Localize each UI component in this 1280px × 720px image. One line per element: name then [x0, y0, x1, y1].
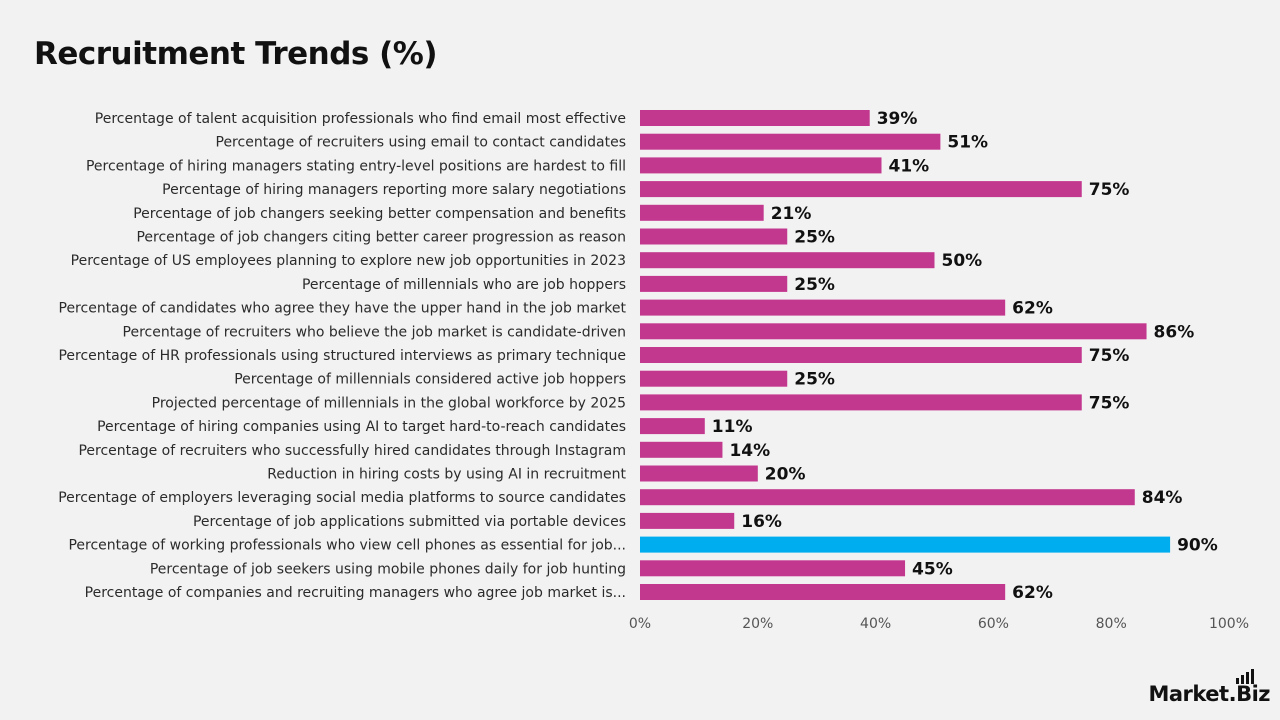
value-label: 90%: [1177, 536, 1218, 556]
brand-text: Market.Biz: [1148, 682, 1270, 706]
value-label: 62%: [1012, 299, 1053, 319]
category-label: Percentage of companies and recruiting m…: [85, 585, 626, 601]
bar: [640, 133, 941, 150]
x-tick-label: 0%: [629, 616, 651, 632]
x-tick-label: 60%: [978, 616, 1009, 632]
value-label: 21%: [771, 204, 812, 224]
category-label: Percentage of job changers seeking bette…: [133, 206, 626, 222]
category-label: Percentage of HR professionals using str…: [58, 348, 626, 364]
value-label: 16%: [741, 512, 782, 532]
value-label: 41%: [888, 156, 929, 176]
value-label: 75%: [1089, 346, 1130, 366]
bar: [640, 370, 788, 387]
value-label: 86%: [1154, 322, 1195, 342]
value-label: 50%: [942, 251, 983, 271]
bar: [640, 465, 758, 482]
x-tick-label: 40%: [860, 616, 891, 632]
bar: [640, 394, 1082, 411]
category-label: Percentage of working professionals who …: [68, 538, 626, 554]
category-label: Percentage of job seekers using mobile p…: [150, 561, 626, 577]
category-label: Percentage of job changers citing better…: [136, 230, 626, 246]
bar: [640, 323, 1147, 340]
value-label: 84%: [1142, 488, 1183, 508]
category-label: Percentage of recruiters who successfull…: [78, 443, 626, 459]
x-tick-label: 80%: [1096, 616, 1127, 632]
category-label: Percentage of millennials who are job ho…: [302, 277, 626, 293]
value-label: 75%: [1089, 393, 1130, 413]
bar: [640, 275, 788, 292]
bar: [640, 228, 788, 245]
chart-title: Recruitment Trends (%): [34, 36, 438, 72]
bar-chart: Percentage of talent acquisition profess…: [58, 109, 1249, 632]
value-label: 25%: [794, 228, 835, 248]
bar: [640, 299, 1006, 316]
value-label: 11%: [712, 417, 753, 437]
x-tick-label: 100%: [1209, 616, 1249, 632]
value-label: 20%: [765, 465, 806, 485]
x-tick-label: 20%: [742, 616, 773, 632]
category-label: Percentage of recruiters who believe the…: [123, 324, 626, 340]
bar: [640, 252, 935, 269]
value-label: 39%: [877, 109, 918, 129]
category-label: Percentage of candidates who agree they …: [59, 301, 627, 317]
bar: [640, 181, 1082, 198]
category-label: Percentage of US employees planning to e…: [71, 253, 626, 269]
bar: [640, 110, 870, 126]
value-label: 62%: [1012, 583, 1053, 603]
bar: [640, 347, 1082, 363]
category-label: Percentage of job applications submitted…: [193, 514, 626, 530]
category-label: Reduction in hiring costs by using AI in…: [267, 467, 626, 483]
value-label: 25%: [794, 275, 835, 295]
bar: [640, 512, 735, 529]
category-label: Percentage of hiring managers stating en…: [86, 158, 626, 174]
signal-bars-icon: [1236, 669, 1256, 684]
category-label: Percentage of hiring companies using AI …: [97, 419, 626, 435]
bar: [640, 489, 1135, 506]
category-label: Projected percentage of millennials in t…: [152, 395, 626, 411]
category-label: Percentage of hiring managers reporting …: [162, 182, 626, 198]
value-label: 25%: [794, 370, 835, 390]
x-axis-ticks: 0% 20% 40% 60% 80% 100%: [629, 616, 1249, 632]
category-label: Percentage of talent acquisition profess…: [95, 111, 626, 127]
bars-layer: Percentage of talent acquisition profess…: [58, 109, 1218, 603]
bar: [640, 441, 723, 458]
category-label: Percentage of millennials considered act…: [234, 372, 626, 388]
bar: [640, 560, 906, 577]
bar: [640, 418, 705, 435]
bar: [640, 157, 882, 174]
brand-logo: Market.Biz: [1148, 669, 1270, 706]
category-label: Percentage of employers leveraging socia…: [58, 490, 626, 506]
bar: [640, 584, 1006, 600]
value-label: 14%: [729, 441, 770, 461]
category-label: Percentage of recruiters using email to …: [216, 135, 627, 151]
value-label: 51%: [947, 133, 988, 153]
bar: [640, 536, 1171, 553]
value-label: 45%: [912, 559, 953, 579]
bar: [640, 204, 764, 221]
value-label: 75%: [1089, 180, 1130, 200]
